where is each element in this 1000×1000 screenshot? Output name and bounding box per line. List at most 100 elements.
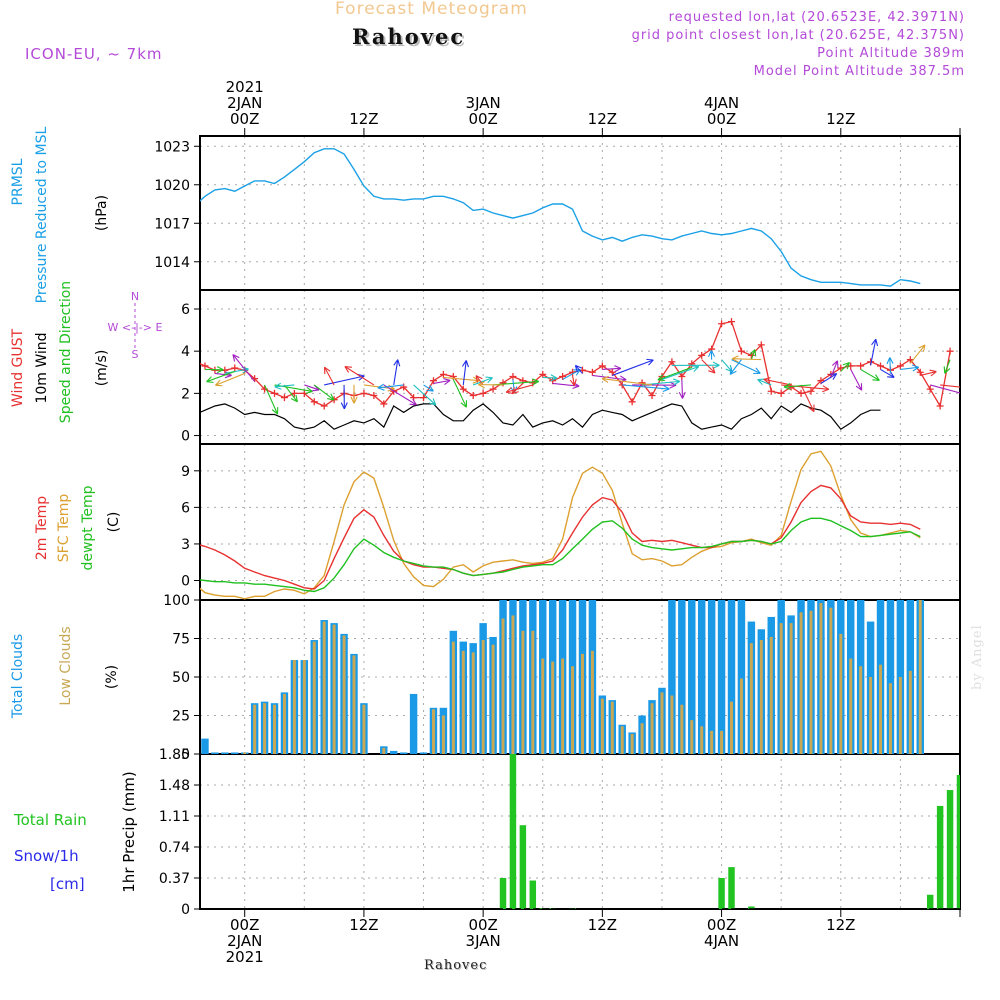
wind-arrow-head <box>443 378 451 385</box>
wind-direction-arrow <box>820 373 837 384</box>
time-label-bottom: 2021 <box>226 948 264 966</box>
gust-point <box>271 389 279 397</box>
wind-arrow-head <box>783 383 791 391</box>
pressure-unit: (hPa) <box>94 195 110 231</box>
low-cloud-bar <box>650 703 654 754</box>
low-cloud-bar <box>342 635 346 754</box>
wind-arrow-head <box>886 357 894 365</box>
wind-arrow-head <box>731 355 739 363</box>
wind-arrow-head <box>290 394 298 403</box>
low-cloud-bar <box>789 623 793 754</box>
low-cloud-bar <box>660 692 664 754</box>
gust-point <box>628 398 636 406</box>
total-cloud-bar <box>688 600 696 754</box>
low-cloud-bar <box>630 733 634 754</box>
gust-point <box>916 368 924 376</box>
gust-point <box>509 372 517 380</box>
gust-point <box>588 368 596 376</box>
wind-arrow-head <box>678 391 686 399</box>
gust-point <box>678 372 686 380</box>
wind-direction-arrow <box>944 359 951 374</box>
temp-sfc-title: SFC Temp <box>56 494 72 563</box>
gust-point <box>797 389 805 397</box>
wind10m-line <box>200 403 881 430</box>
wind-direction-arrow <box>830 360 838 378</box>
gust-point <box>648 391 656 399</box>
wind-arrow-head <box>842 361 850 370</box>
low-cloud-bar <box>352 655 356 754</box>
requested-coords: requested lon,lat (20.6523E, 42.3971N) <box>668 10 965 25</box>
low-cloud-bar <box>481 640 485 754</box>
time-label-top: 12Z <box>349 110 378 128</box>
location-title: Rahovec <box>352 24 466 49</box>
low-cloud-bar <box>879 664 883 754</box>
time-label-top: 12Z <box>588 110 617 128</box>
low-cloud-bar <box>680 704 684 754</box>
wind-arrow-head <box>964 384 971 390</box>
rain-bar <box>946 790 954 909</box>
y-tick-label: 1020 <box>154 178 190 194</box>
wind-arrow-head <box>274 382 282 390</box>
y-tick-label: 3 <box>181 537 190 553</box>
low-cloud-bar <box>511 615 515 754</box>
gust-point <box>290 389 298 397</box>
total-cloud-bar <box>737 600 746 754</box>
gust-point <box>439 370 447 378</box>
pressure-line <box>200 148 921 287</box>
y-tick-label: 9 <box>181 464 190 480</box>
grid-coords: grid point closest lon,lat (20.625E, 42.… <box>631 28 965 43</box>
temp-unit: (C) <box>106 512 122 533</box>
low-cloud-bar <box>809 610 813 754</box>
wind-direction-arrow <box>729 359 742 375</box>
y-tick-label: 0 <box>181 902 190 918</box>
total-cloud-bar <box>399 752 408 754</box>
time-label-top: 4JAN <box>704 94 739 112</box>
gust-point <box>777 389 785 397</box>
wind-direction-arrow <box>889 357 892 374</box>
wind-direction-arrow <box>732 358 762 361</box>
wind-direction-arrow <box>850 369 863 391</box>
gust-point <box>698 351 706 359</box>
wind-arrow-head <box>428 398 437 406</box>
wind-arrow-head <box>393 359 401 367</box>
low-cloud-bar <box>491 644 495 754</box>
gust-point <box>926 385 934 393</box>
wind-arrow-head <box>829 373 838 380</box>
y-tick-label: 1.48 <box>159 778 190 794</box>
wind-direction-arrow <box>413 384 437 406</box>
low-cloud-bar <box>829 607 833 754</box>
precip-unit: 1hr Precip (mm) <box>120 771 138 892</box>
low-cloud-bar <box>332 624 336 754</box>
total-cloud-bar <box>727 600 736 754</box>
wind-direction-arrow <box>940 384 960 388</box>
wind-arrow-head <box>855 383 863 391</box>
y-tick-label: 25 <box>172 709 190 725</box>
gust-point <box>737 347 745 355</box>
rain-bar <box>936 805 944 909</box>
low-cloud-bar <box>441 715 445 754</box>
gust-point <box>877 362 885 370</box>
wind-direction-arrow <box>622 384 670 390</box>
wind-arrow-head <box>808 404 815 413</box>
wind-direction-arrow <box>264 384 279 415</box>
total-cloud-bar <box>697 600 706 754</box>
low-cloud-bar <box>759 640 763 754</box>
low-cloud-bar <box>521 630 525 754</box>
total-cloud-bar <box>201 738 209 754</box>
wind-direction-arrow <box>542 376 558 379</box>
wind-arrow-head <box>426 384 434 392</box>
total-cloud-bar <box>231 752 239 754</box>
gust-point <box>231 364 239 372</box>
total-cloud-bar <box>211 752 219 754</box>
wind-direction-arrow <box>512 379 515 394</box>
time-label-top: 00Z <box>468 110 497 128</box>
gust-point <box>837 364 845 372</box>
gust-point <box>757 341 765 349</box>
wind-direction-arrow <box>284 384 298 403</box>
pressure-title-1: PRMSL <box>10 158 26 205</box>
wind-arrow-head <box>206 376 214 383</box>
low-cloud-bar <box>382 747 386 754</box>
rain-bar <box>748 906 755 909</box>
wind-direction-arrow <box>393 359 399 386</box>
low-cloud-bar <box>451 641 455 754</box>
